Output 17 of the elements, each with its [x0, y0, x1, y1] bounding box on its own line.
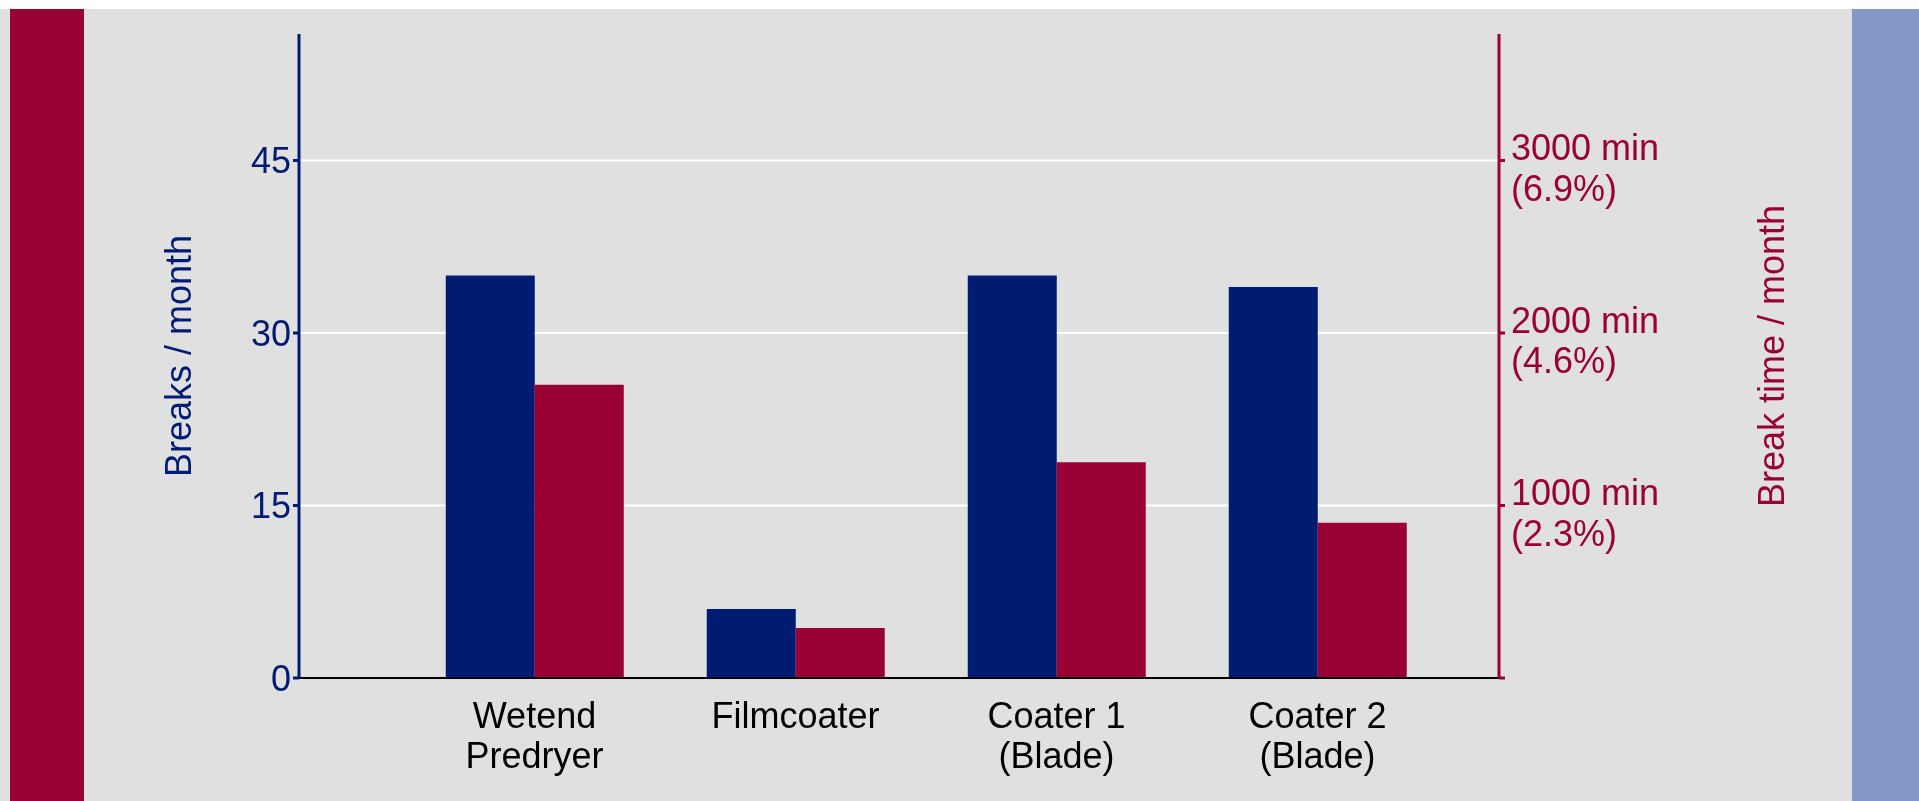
y2-tick-label: 1000 min	[1511, 472, 1660, 514]
y2-tick-label: 2000 min	[1511, 299, 1660, 341]
y2-axis-title: Break time / month	[1750, 204, 1792, 508]
x-tick-label: Wetend Predryer	[465, 695, 604, 776]
y-tick-label: 30	[250, 312, 291, 354]
y-tick-label: 45	[250, 140, 291, 182]
y-tick-label: 0	[270, 657, 291, 699]
y3-tick-label: (2.3%)	[1511, 512, 1618, 554]
y3-tick-label: (4.6%)	[1511, 340, 1618, 382]
y-axis-title: Breaks / month	[157, 234, 199, 478]
x-tick-label: Coater 2 (Blade)	[1248, 695, 1387, 776]
x-tick-label: Filmcoater	[711, 695, 880, 736]
y-tick-label: 15	[250, 485, 291, 527]
x-tick-label: Coater 1 (Blade)	[987, 695, 1126, 776]
y2-tick-label: 3000 min	[1511, 127, 1660, 169]
bar	[1228, 287, 1318, 678]
y3-tick-label: (6.9%)	[1511, 167, 1618, 209]
